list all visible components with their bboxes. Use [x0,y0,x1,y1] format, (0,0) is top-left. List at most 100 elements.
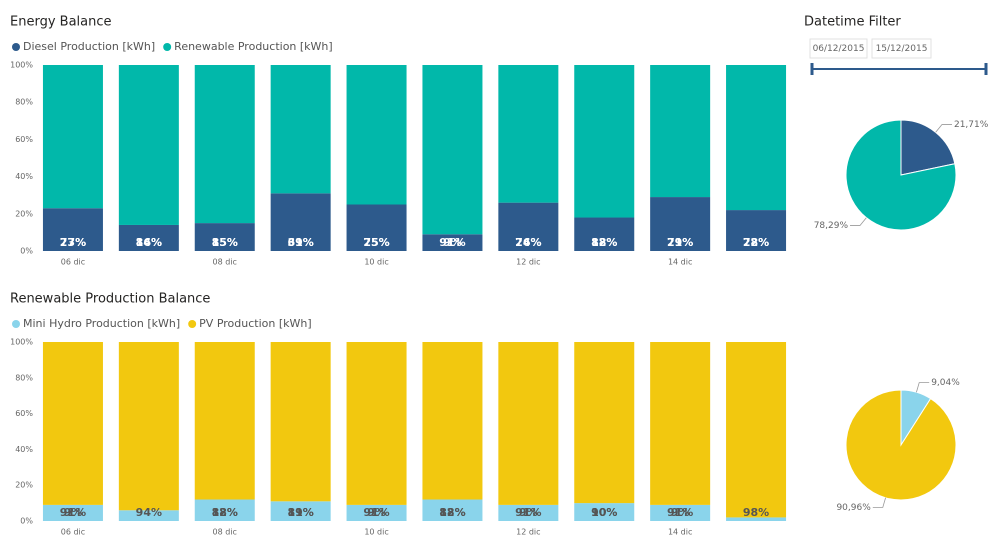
end-date-box[interactable] [871,38,932,59]
bar-segment [118,510,179,521]
data-label: 74% [515,236,541,249]
y-tick-label: 60% [15,135,33,144]
bar-segment [346,204,407,251]
x-tick-label: 06 dic [61,528,85,537]
start-date-box[interactable] [809,38,868,59]
x-tick-label: 14 dic [668,258,692,267]
y-tick-label: 80% [15,98,33,107]
bar-segment [422,234,483,251]
data-label: 15% [212,236,238,249]
data-label: 89% [287,506,313,519]
data-label: 9% [367,506,386,519]
data-label: 18% [591,236,617,249]
data-label: 29% [667,236,693,249]
bar-segment [422,65,483,235]
bar-segment [498,342,559,505]
bar-segment [726,517,787,521]
bar-segment [194,342,255,500]
bar-segment [42,504,103,521]
bar-segment [726,210,787,251]
y-tick-label: 100% [10,61,33,70]
data-label: 77% [60,236,86,249]
data-label: 82% [591,236,617,249]
bar-segment [422,342,483,500]
legend-label: Diesel Production [kWh] [23,40,155,53]
bar-segment [422,499,483,521]
pie-slice [845,119,957,231]
legend-marker [188,320,197,328]
bar-segment [194,499,255,521]
bar-segment [270,193,331,251]
bar-segment [270,342,331,502]
legend-marker [12,43,20,51]
bar-segment [42,342,103,505]
bar-segment [118,342,179,511]
legend-marker [12,320,20,328]
data-label: 12% [212,506,238,519]
bar-segment [650,197,711,251]
data-label: 91% [515,506,541,519]
data-label: 91% [439,236,465,249]
data-label: 85% [212,236,238,249]
bar-segment [346,342,407,505]
y-tick-label: 40% [15,445,33,454]
pie-label: 21,71% [954,120,989,130]
y-tick-label: 0% [20,247,33,256]
data-label: 23% [60,236,86,249]
bar-segment [118,224,179,251]
x-tick-label: 08 dic [213,528,237,537]
data-label: 98% [743,506,769,519]
bar-segment [118,65,179,225]
chart-title: Energy Balance [10,15,112,30]
pie-label: 90,96% [836,503,871,513]
data-label: 90% [591,506,617,519]
data-label: 22% [743,236,769,249]
data-label: 9% [671,506,690,519]
leader-line [935,124,952,133]
data-label: 88% [439,506,465,519]
pie-slice [900,119,956,176]
bar-segment [194,223,255,251]
bar-segment [650,504,711,521]
start-date[interactable]: 06/12/2015 [813,44,865,54]
data-label: 11% [287,506,313,519]
slicer-title: Datetime Filter [804,15,901,30]
data-label: 94% [136,506,162,519]
data-label: 71% [667,236,693,249]
bar-segment [726,65,787,211]
bar-segment [346,65,407,205]
legend-label: Renewable Production [kWh] [174,40,333,53]
data-label: 69% [287,236,313,249]
x-tick-label: 06 dic [61,258,85,267]
bar-segment [498,504,559,521]
x-tick-label: 08 dic [213,258,237,267]
y-tick-label: 60% [15,409,33,418]
leader-line [850,217,867,226]
bar-segment [498,202,559,251]
x-tick-label: 12 dic [516,528,540,537]
data-label: 26% [515,236,541,249]
data-label: 25% [363,236,389,249]
bar-segment [574,503,635,521]
legend-label: Mini Hydro Production [kWh] [23,317,180,330]
y-tick-label: 20% [15,481,33,490]
y-tick-label: 0% [20,517,33,526]
data-label: 75% [363,236,389,249]
data-label: 78% [743,236,769,249]
data-label: 91% [60,506,86,519]
end-date[interactable]: 15/12/2015 [876,44,928,54]
data-label: 14% [136,236,162,249]
bar-segment [42,208,103,251]
bar-segment [270,501,331,521]
bar-segment [498,65,559,203]
bar-segment [574,217,635,251]
bar-segment [574,342,635,504]
bar-segment [194,65,255,224]
y-tick-label: 20% [15,209,33,218]
legend-label: PV Production [kWh] [199,317,311,330]
y-tick-label: 40% [15,172,33,181]
data-label: 91% [363,506,389,519]
data-label: 9% [519,506,538,519]
x-tick-label: 14 dic [668,528,692,537]
